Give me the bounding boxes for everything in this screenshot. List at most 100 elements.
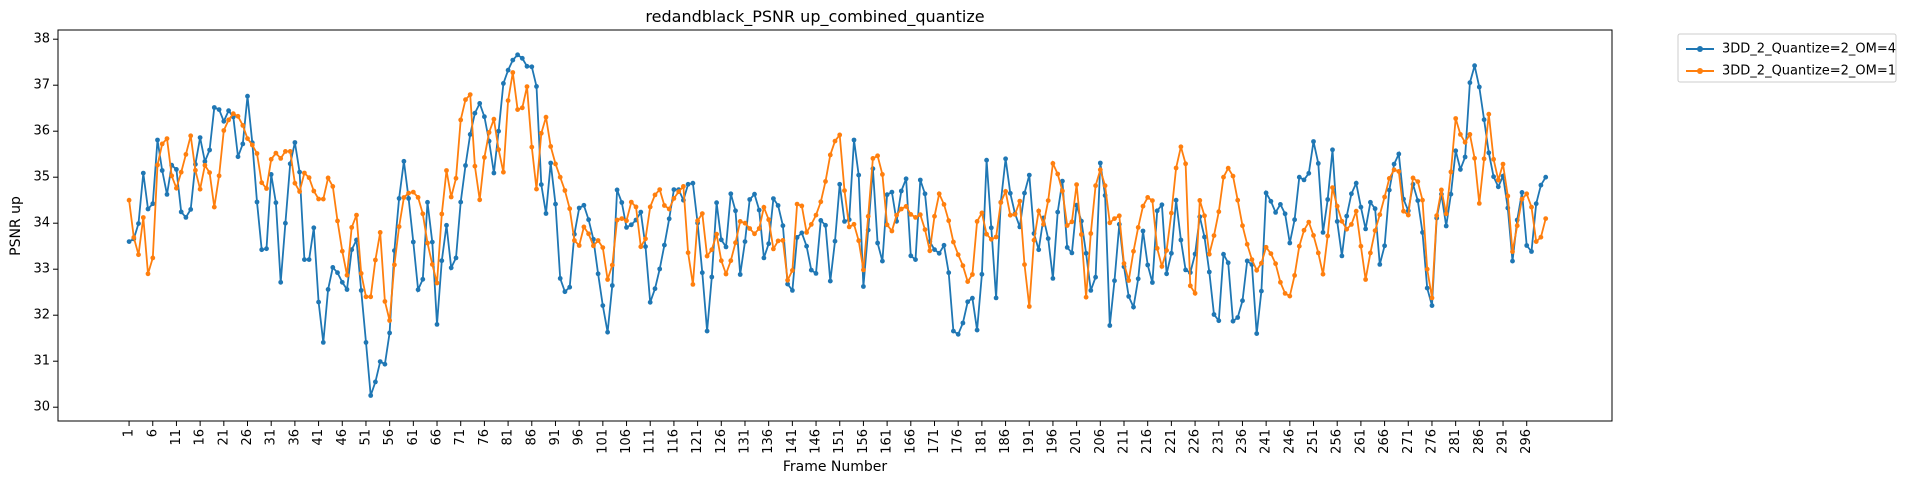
- data-point: [1126, 278, 1132, 283]
- data-point: [287, 149, 293, 154]
- data-point: [1254, 331, 1260, 336]
- data-point: [1533, 201, 1539, 207]
- data-point: [297, 189, 302, 194]
- data-point: [1349, 191, 1354, 197]
- data-point: [804, 230, 809, 235]
- data-point: [614, 217, 620, 223]
- data-point: [775, 238, 781, 244]
- data-point: [1415, 179, 1421, 185]
- x-tick-label: 126: [714, 429, 729, 454]
- data-point: [292, 180, 298, 186]
- x-tick-label: 256: [1330, 429, 1345, 454]
- data-point: [1325, 197, 1331, 202]
- data-point: [737, 272, 743, 277]
- x-tick-label: 51: [358, 429, 373, 446]
- x-tick-label: 36: [287, 429, 302, 446]
- data-point: [387, 330, 392, 336]
- data-point: [813, 212, 819, 218]
- data-point: [1216, 318, 1222, 324]
- data-point: [742, 239, 748, 245]
- data-point: [1382, 243, 1387, 249]
- data-point: [1458, 167, 1463, 172]
- data-point: [510, 57, 516, 63]
- x-tick-label: 211: [1117, 429, 1132, 454]
- data-point: [657, 266, 663, 272]
- data-point: [993, 234, 999, 240]
- x-tick-label: 116: [666, 429, 681, 454]
- data-point: [529, 64, 535, 70]
- y-tick-label: 38: [33, 32, 50, 47]
- data-point: [178, 169, 184, 175]
- data-point: [1320, 271, 1326, 277]
- data-point: [211, 204, 217, 210]
- data-point: [1339, 218, 1345, 224]
- x-tick-label: 1: [122, 429, 137, 437]
- data-point: [505, 98, 511, 103]
- data-point: [1069, 250, 1075, 256]
- data-point: [401, 195, 407, 200]
- data-point: [1524, 191, 1530, 197]
- data-point: [1135, 276, 1141, 282]
- data-point: [273, 200, 279, 206]
- data-point: [974, 219, 980, 224]
- data-point: [894, 212, 899, 218]
- data-point: [1519, 196, 1525, 202]
- data-point: [1529, 204, 1534, 210]
- plot-frame: [57, 29, 1613, 422]
- data-point: [1282, 291, 1288, 296]
- chart-title: redandblack_PSNR up_combined_quantize: [645, 7, 984, 27]
- data-point: [174, 185, 179, 191]
- data-point: [259, 247, 265, 253]
- data-point: [316, 299, 321, 305]
- data-point: [690, 282, 696, 287]
- data-point: [245, 136, 250, 142]
- data-point: [614, 187, 620, 193]
- data-point: [1069, 219, 1075, 225]
- data-point: [1296, 174, 1302, 180]
- data-point: [1007, 212, 1013, 218]
- legend-label: 3DD_2_Quantize=2_OM=4: [1722, 42, 1896, 57]
- data-point: [1391, 161, 1397, 167]
- data-point: [1145, 262, 1151, 268]
- data-point: [155, 137, 160, 143]
- data-point: [491, 170, 497, 176]
- data-point: [572, 238, 577, 243]
- y-tick-label: 37: [33, 78, 50, 93]
- data-point: [278, 279, 284, 285]
- data-point: [1045, 198, 1051, 204]
- data-point: [1083, 294, 1089, 300]
- data-point: [880, 258, 885, 264]
- data-point: [742, 220, 748, 226]
- data-point: [1017, 198, 1023, 204]
- data-point: [913, 215, 918, 220]
- data-point: [1405, 212, 1411, 218]
- data-point: [164, 192, 170, 197]
- x-tick-label: 86: [524, 429, 539, 446]
- data-point: [1439, 187, 1444, 193]
- data-point: [458, 199, 464, 205]
- data-point: [463, 97, 468, 103]
- data-point: [1500, 161, 1506, 167]
- x-tick-label: 81: [501, 429, 516, 446]
- data-point: [188, 133, 194, 139]
- data-point: [472, 163, 478, 169]
- data-point: [363, 294, 369, 300]
- x-tick-label: 141: [785, 429, 800, 454]
- data-point: [1097, 160, 1103, 166]
- data-point: [548, 144, 554, 149]
- data-point: [1263, 244, 1269, 250]
- data-point: [306, 175, 312, 181]
- data-point: [1453, 116, 1459, 121]
- data-point: [699, 270, 705, 276]
- x-tick-label: 201: [1069, 429, 1084, 454]
- data-point: [406, 196, 411, 201]
- data-point: [936, 250, 942, 256]
- data-point: [221, 118, 227, 124]
- data-point: [752, 191, 757, 197]
- data-point: [875, 240, 880, 246]
- data-point: [567, 206, 573, 212]
- series-layer: [126, 52, 1549, 398]
- data-point: [699, 211, 705, 217]
- data-point: [823, 179, 828, 184]
- data-point: [254, 151, 260, 156]
